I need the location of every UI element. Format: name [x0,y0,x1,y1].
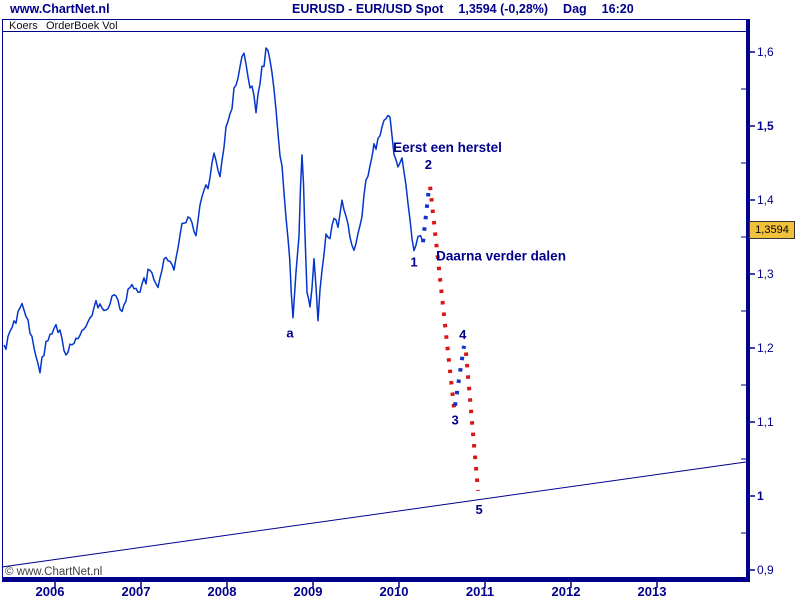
x-tick-label-2010: 2010 [380,584,409,599]
instrument-title: EURUSD - EUR/USD Spot [292,2,444,16]
y-tick-label-1: 1 [757,489,764,503]
annotation-note-0: Eerst een herstel [393,140,502,155]
wave-label-4: 4 [459,327,467,342]
wave-label-3: 3 [451,412,458,427]
x-tick-label-2012: 2012 [552,584,581,599]
site-logo: www.ChartNet.nl [10,2,110,16]
quote-header: EURUSD - EUR/USD Spot 1,3594 (-0,28%) Da… [292,2,634,16]
tab-koers[interactable]: Koers [9,20,38,32]
x-tick-label-2008: 2008 [208,584,237,599]
wave-label-a: a [286,326,294,341]
x-tick-label-2011: 2011 [466,584,494,599]
projection-blue-dashed-2 [453,345,466,407]
projection-red-dashed-3 [463,352,481,491]
y-tick-label-1,2: 1,2 [757,341,774,355]
tab-orderboek-vol[interactable]: OrderBoek Vol [46,20,118,32]
quote-period: Dag [563,2,587,16]
x-axis-line [2,577,750,582]
x-tick-label-2009: 2009 [294,584,323,599]
y-tick-label-1,1: 1,1 [757,415,774,429]
support-trendline [1,461,746,568]
wave-label-1: 1 [410,255,417,270]
y-tick-label-1,4: 1,4 [757,193,774,207]
quote-value: 1,3594 (-0,28%) [458,2,549,16]
y-tick-label-1,5: 1,5 [757,119,774,133]
wave-label-5: 5 [476,502,483,517]
y-axis-line [746,19,750,582]
tab-strip-frame [2,19,748,32]
y-tick-label-1,6: 1,6 [757,45,774,59]
projection-red-dashed-1 [428,186,457,410]
quote-time: 16:20 [601,2,634,16]
x-tick-label-2007: 2007 [122,584,151,599]
y-tick-label-0,9: 0,9 [757,563,774,577]
projection-blue-dashed-0 [420,184,432,243]
y-tick-label-1,3: 1,3 [757,267,774,281]
price-line [3,47,424,374]
last-price-tag: 1,3594 [749,221,795,240]
x-tick-label-2013: 2013 [638,584,667,599]
watermark: © www.ChartNet.nl [5,566,102,578]
wave-label-2: 2 [425,157,432,172]
x-tick-label-2006: 2006 [36,584,65,599]
annotation-note-1: Daarna verder dalen [436,249,566,264]
